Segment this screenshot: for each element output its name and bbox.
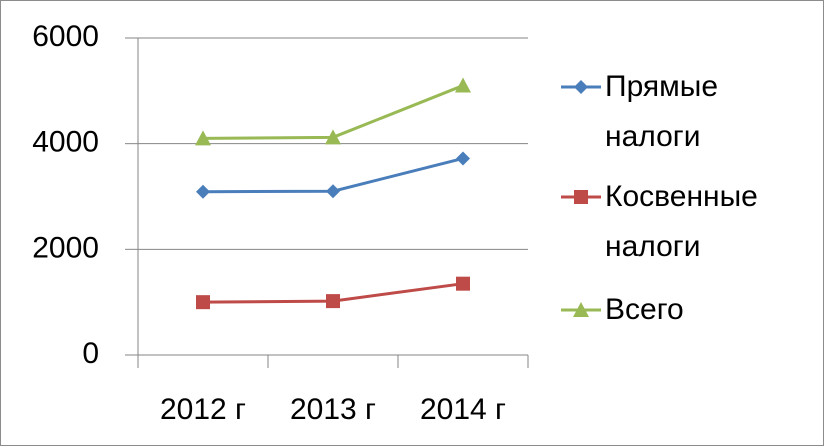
x-tick-label: 2014 г <box>420 393 506 426</box>
marker <box>326 184 340 199</box>
legend-key <box>561 190 601 204</box>
marker <box>456 276 470 291</box>
legend-label: Косвенные налоги <box>605 180 758 263</box>
legend-item: Всего <box>559 285 809 335</box>
marker <box>573 302 589 317</box>
y-tick-label: 6000 <box>32 20 99 53</box>
legend-key <box>561 80 601 94</box>
legend-label: Всего <box>605 293 684 326</box>
marker <box>574 190 588 204</box>
y-tick-label: 2000 <box>32 231 99 264</box>
marker <box>574 80 588 94</box>
marker <box>326 294 340 309</box>
y-tick-label: 0 <box>82 337 99 370</box>
legend-item: Прямые налоги <box>559 62 809 162</box>
y-tick-label: 4000 <box>32 126 99 159</box>
legend-label: Прямые налоги <box>605 70 719 153</box>
marker <box>456 151 470 166</box>
x-tick-label: 2013 г <box>290 393 376 426</box>
marker <box>325 129 341 145</box>
marker <box>196 295 210 310</box>
legend-key <box>561 302 601 317</box>
marker <box>195 130 211 146</box>
x-tick-label: 2012 г <box>160 393 246 426</box>
marker <box>455 77 471 93</box>
marker <box>196 184 210 199</box>
legend-item: Косвенные налоги <box>559 172 809 272</box>
